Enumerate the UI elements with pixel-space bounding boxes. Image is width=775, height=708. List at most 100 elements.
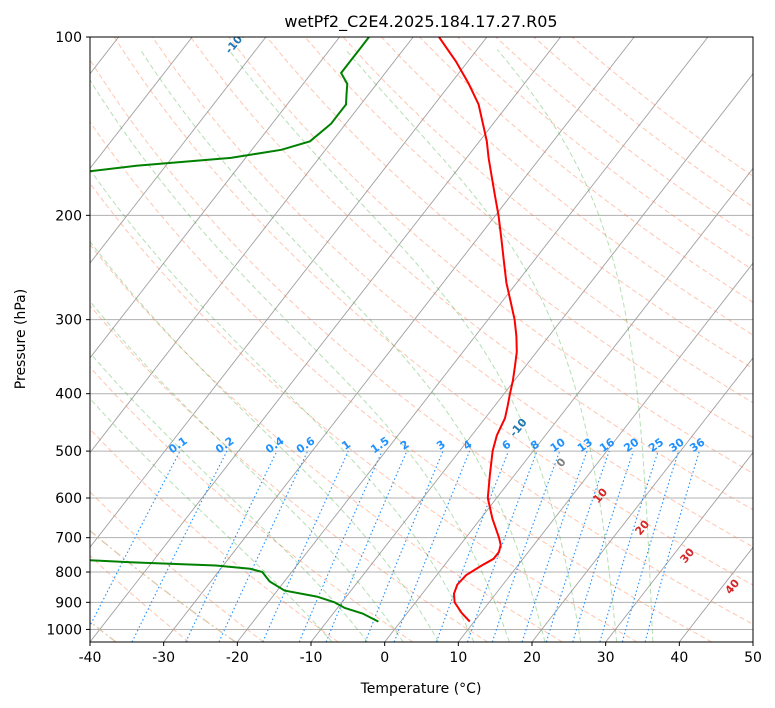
moist-adiabat	[228, 49, 582, 642]
isotherm-line	[605, 451, 753, 642]
chart-title: wetPf2_C2E4.2025.184.17.27.R05	[284, 12, 557, 32]
isotherm-line	[531, 357, 753, 642]
moist-adiabat	[90, 79, 510, 642]
isotherm-line	[236, 37, 709, 642]
isotherm-line	[90, 37, 193, 170]
isotherm-label: -90	[195, 0, 218, 10]
dry-adiabat	[90, 554, 190, 642]
isotherm-line	[163, 37, 635, 642]
y-axis-ticks: 100 200 300 400 500 600 700 800 900 1000	[46, 30, 90, 638]
dry-adiabat	[90, 182, 638, 642]
temperature-line	[438, 37, 518, 623]
dry-adiabat	[151, 37, 753, 548]
mixing-ratio-label: 1.5	[368, 434, 391, 456]
isotherm-grid	[90, 37, 753, 642]
x-axis-label: Temperature (°C)	[360, 681, 482, 697]
moist-adiabat	[345, 49, 618, 642]
moist-adiabat	[496, 49, 654, 642]
mixing-ratio-line	[131, 450, 228, 642]
mixing-ratio-line	[644, 450, 700, 642]
moist-adiabat	[90, 352, 369, 642]
isotherm-line	[384, 167, 753, 642]
y-tick-label: 500	[55, 444, 82, 460]
isotherm-label: 0	[554, 455, 569, 469]
dry-adiabat	[90, 58, 753, 625]
moist-adiabat	[139, 49, 546, 642]
isotherm-label: 20	[632, 517, 652, 537]
moist-adiabats	[90, 49, 654, 642]
dry-adiabat	[90, 243, 563, 642]
mixing-ratio-label: 6	[500, 438, 514, 453]
y-tick-label: 1000	[46, 622, 82, 638]
moist-adiabat	[90, 397, 333, 642]
isotherm-line	[310, 73, 753, 642]
mixing-ratio-label: 0.6	[294, 434, 318, 456]
mixing-ratio-line	[393, 450, 471, 642]
mixing-ratio-line	[572, 450, 634, 642]
y-tick-label: 100	[55, 30, 82, 46]
dry-adiabat	[90, 121, 712, 642]
isotherm-label: -10	[507, 416, 530, 440]
isotherm-line	[90, 37, 340, 359]
mixing-ratio-label: 10	[548, 435, 568, 455]
plot-frame	[89, 36, 754, 643]
x-tick-label: -10	[300, 650, 323, 666]
x-axis-ticks: -40 -30 -20 -10 0 10 20 30 40 50	[79, 642, 762, 666]
x-tick-label: 20	[523, 650, 541, 666]
y-tick-label: 900	[55, 595, 82, 611]
reference-curve	[90, 529, 236, 642]
dry-adiabat	[380, 37, 753, 336]
isotherm-label: 30	[677, 545, 697, 565]
mixing-ratio-label: 2	[398, 438, 412, 453]
mixing-ratio-label: 25	[646, 436, 666, 455]
isotherm-line	[90, 37, 561, 642]
mixing-ratio-line	[90, 450, 181, 628]
y-tick-label: 700	[55, 531, 82, 547]
moist-adiabat	[90, 240, 439, 642]
mixing-ratio-line	[325, 450, 408, 642]
mixing-ratio-line	[545, 450, 610, 642]
dry-adiabat	[266, 37, 753, 439]
mixing-ratio-line	[262, 450, 349, 642]
isotherm-line	[90, 37, 267, 264]
mixing-ratio-line	[298, 450, 383, 642]
x-tick-label: -40	[79, 650, 102, 666]
y-tick-label: 300	[55, 313, 82, 329]
x-tick-label: -30	[152, 650, 175, 666]
mixing-ratio-lines	[90, 450, 700, 642]
mixing-ratio-line	[218, 450, 309, 642]
mixing-ratio-label: 0.4	[263, 434, 287, 456]
mixing-ratio-label: 4	[461, 438, 475, 453]
dry-adiabat	[228, 37, 753, 474]
dry-adiabat	[90, 304, 488, 642]
mixing-ratio-line	[466, 450, 538, 642]
dry-adiabat	[90, 491, 264, 642]
dry-adiabat	[304, 37, 753, 404]
isotherm-label: 10	[590, 485, 610, 505]
isotherm-label: 40	[722, 576, 742, 596]
y-tick-label: 400	[55, 387, 82, 403]
dry-adiabat	[495, 37, 753, 239]
x-tick-label: 50	[744, 650, 762, 666]
dry-adiabat	[90, 366, 414, 642]
dry-adiabat	[533, 37, 753, 208]
mixing-ratio-line	[364, 450, 444, 642]
dry-adiabat	[113, 37, 753, 586]
x-tick-label: -20	[226, 650, 249, 666]
mixing-ratio-line	[621, 450, 680, 642]
mixing-ratio-line	[491, 450, 561, 642]
dry-adiabat	[457, 37, 753, 271]
y-tick-label: 200	[55, 208, 82, 224]
mixing-ratio-label: 30	[667, 435, 687, 455]
dry-adiabat	[342, 37, 753, 370]
mixing-ratio-label: 13	[575, 436, 595, 455]
y-tick-label: 800	[55, 565, 82, 581]
dry-adiabats	[90, 37, 753, 642]
moist-adiabat	[90, 300, 404, 642]
mixing-ratio-line	[599, 450, 659, 642]
isoline-labels: 0.1 0.2 0.4 0.6 1 1.5 2 3 4 6 8 10 13 16 20 25 30 36-100-…	[166, 0, 742, 597]
mixing-ratio-label: 20	[621, 435, 641, 455]
mixing-ratio-line	[521, 450, 588, 642]
mixing-ratio-label: 16	[597, 435, 617, 455]
